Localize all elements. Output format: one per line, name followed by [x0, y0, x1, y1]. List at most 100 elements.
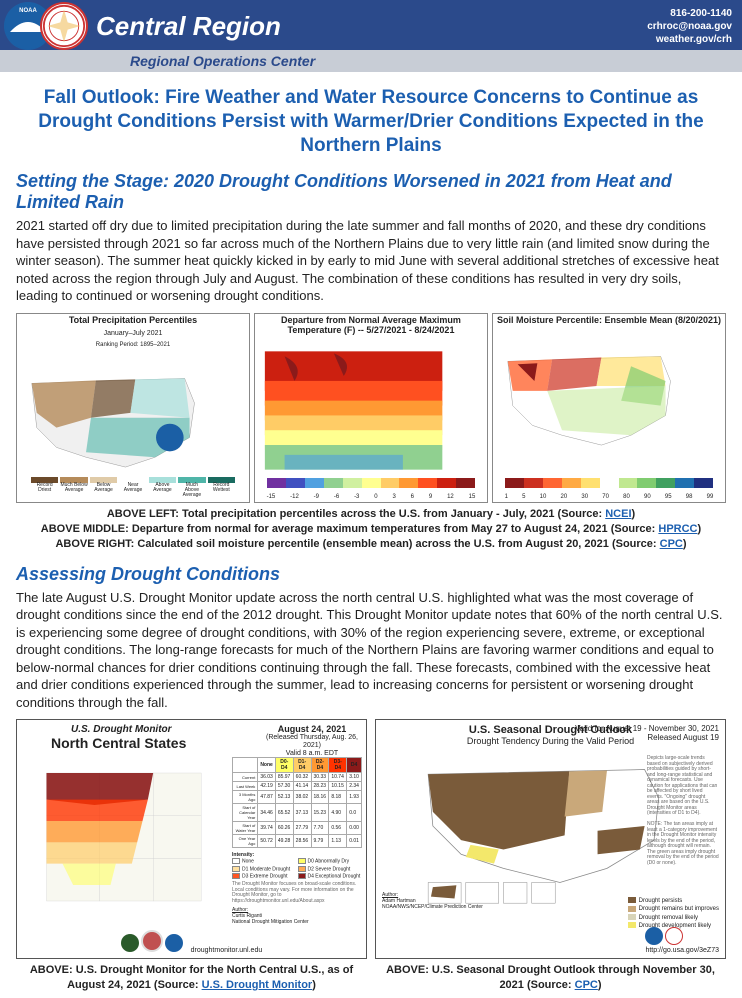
soil-seg: [619, 478, 638, 488]
table-cell: 60.26: [275, 822, 293, 835]
leg-removal: Drought removal likely: [628, 914, 719, 922]
temp-tick: -9: [314, 494, 319, 500]
header-title: Central Region: [96, 11, 647, 42]
nc-states-map: [21, 757, 232, 917]
ndmc-logo: [141, 930, 163, 952]
cap3-left-text: Total precipitation percentiles across t…: [179, 508, 605, 520]
cap3-mid-text: Departure from normal for average maximu…: [129, 523, 659, 535]
table-cell: 47.87: [258, 791, 276, 804]
temp-tick: 3: [392, 494, 395, 500]
temp-tick: -15: [267, 494, 276, 500]
temp-tick: 9: [429, 494, 432, 500]
soil-seg: [524, 478, 543, 488]
cap2-right: ABOVE: U.S. Seasonal Drought Outlook thr…: [375, 963, 726, 992]
table-cell: 36.03: [258, 773, 276, 782]
so-url[interactable]: http://go.usa.gov/3eZ73: [645, 947, 719, 954]
precip-swatch: Near Average: [119, 468, 146, 498]
intensity-item: D0 Abnormally Dry: [298, 858, 363, 864]
soil-tick: 30: [581, 494, 588, 500]
so-note: Depicts large-scale trends based on subj…: [647, 756, 719, 866]
temp-seg: [456, 478, 475, 488]
soil-tick: 98: [686, 494, 693, 500]
cap2-right-link[interactable]: CPC: [575, 979, 598, 991]
header-logos: NOAA: [4, 2, 88, 50]
dm-disclaimer: The Drought Monitor focuses on broad-sca…: [232, 882, 362, 904]
table-cell: 0.0: [347, 804, 362, 822]
table-cell: 1.93: [347, 791, 362, 804]
us-map-soil: [493, 330, 690, 462]
temp-tick: 12: [447, 494, 454, 500]
dm-title1: U.S. Drought Monitor: [21, 724, 262, 735]
table-cell: 65.52: [275, 804, 293, 822]
dm-date-sub2: Valid 8 a.m. EDT: [262, 750, 362, 758]
intensity-legend: NoneD0 Abnormally DryD1 Moderate Drought…: [232, 858, 362, 879]
table-cell: Start of Water Year: [233, 822, 258, 835]
captions-row-2: ABOVE: U.S. Drought Monitor for the Nort…: [16, 963, 726, 992]
dm-footer: droughtmonitor.unl.edu: [17, 930, 366, 954]
map-precip-title: Total Precipitation Percentiles: [17, 314, 249, 328]
soil-seg: [675, 478, 694, 488]
table-cell: 10.74: [329, 773, 347, 782]
temp-labels: -15-12-9-6-303691215: [267, 494, 476, 500]
temp-tick: 0: [374, 494, 377, 500]
temp-tick: 15: [469, 494, 476, 500]
contact-web[interactable]: weather.gov/crh: [647, 33, 732, 46]
drought-table: NoneD0-D4D1-D4D2-D4D3-D4D4Current36.0385…: [232, 757, 362, 848]
cap2-left-link[interactable]: U.S. Drought Monitor: [202, 979, 313, 991]
cap3-right-label: ABOVE RIGHT:: [55, 538, 134, 550]
table-cell: 0.01: [347, 835, 362, 848]
so-author-block: Author: Adam Hartman NOAA/NWS/NCEP/Clima…: [382, 892, 483, 910]
intensity-item: D4 Exceptional Drought: [298, 873, 363, 879]
temp-seg: [437, 478, 456, 488]
soil-seg: [694, 478, 713, 488]
temp-seg: [362, 478, 381, 488]
table-cell: 1.13: [329, 835, 347, 848]
soil-labels: 15102030708090959899: [505, 494, 714, 500]
table-header-cell: D1-D4: [293, 758, 311, 773]
map-soil: Soil Moisture Percentile: Ensemble Mean …: [492, 313, 726, 503]
cap3-left-link[interactable]: NCEI: [605, 508, 631, 520]
table-cell: Last Week: [233, 782, 258, 791]
temp-colorbar: [267, 478, 476, 488]
section1-body: 2021 started off dry due to limited prec…: [16, 217, 726, 305]
soil-seg: [505, 478, 524, 488]
table-cell: 37.13: [293, 804, 311, 822]
soil-seg: [562, 478, 581, 488]
table-header-cell: D3-D4: [329, 758, 347, 773]
map-precip-sub2: Ranking Period: 1895–2021: [17, 340, 249, 351]
drought-monitor-map: U.S. Drought Monitor North Central State…: [16, 719, 367, 959]
temp-seg: [324, 478, 343, 488]
table-header-cell: [233, 758, 258, 773]
precip-swatch: Record Driest: [31, 468, 58, 498]
table-cell: 8.18: [329, 791, 347, 804]
table-cell: 85.97: [275, 773, 293, 782]
table-cell: 50.72: [258, 835, 276, 848]
soil-tick: 80: [623, 494, 630, 500]
us-map-precip: [17, 352, 214, 484]
noaa-mini-logo: [165, 934, 183, 952]
map-temp: Departure from Normal Average Maximum Te…: [254, 313, 488, 503]
precip-swatch: Record Wettest: [208, 468, 235, 498]
map-soil-title: Soil Moisture Percentile: Ensemble Mean …: [493, 314, 725, 328]
cap3-right-link[interactable]: CPC: [660, 538, 683, 550]
so-legend: Drought persists Drought remains but imp…: [628, 897, 719, 931]
main-headline: Fall Outlook: Fire Weather and Water Res…: [16, 86, 726, 157]
table-cell: 0.00: [347, 822, 362, 835]
cap3-right-text: Calculated soil moisture percentile (ens…: [134, 538, 659, 550]
temp-seg: [305, 478, 324, 488]
table-cell: 18.16: [311, 791, 329, 804]
cap3-mid-link[interactable]: HPRCC: [658, 523, 697, 535]
contact-email[interactable]: crhroc@noaa.gov: [647, 20, 732, 33]
sub-header: Regional Operations Center: [0, 50, 742, 72]
table-cell: 2.34: [347, 782, 362, 791]
header-contact: 816-200-1140 crhroc@noaa.gov weather.gov…: [647, 7, 732, 46]
soil-seg: [543, 478, 562, 488]
temp-seg: [286, 478, 305, 488]
soil-tick: 5: [522, 494, 525, 500]
section2-title: Assessing Drought Conditions: [16, 564, 726, 585]
captions-3: ABOVE LEFT: Total precipitation percenti…: [16, 507, 726, 552]
precip-swatch: Much Above Average: [178, 468, 205, 498]
dm-url[interactable]: droughtmonitor.unl.edu: [191, 947, 263, 954]
table-cell: 38.02: [293, 791, 311, 804]
intensity-item: None: [232, 858, 297, 864]
